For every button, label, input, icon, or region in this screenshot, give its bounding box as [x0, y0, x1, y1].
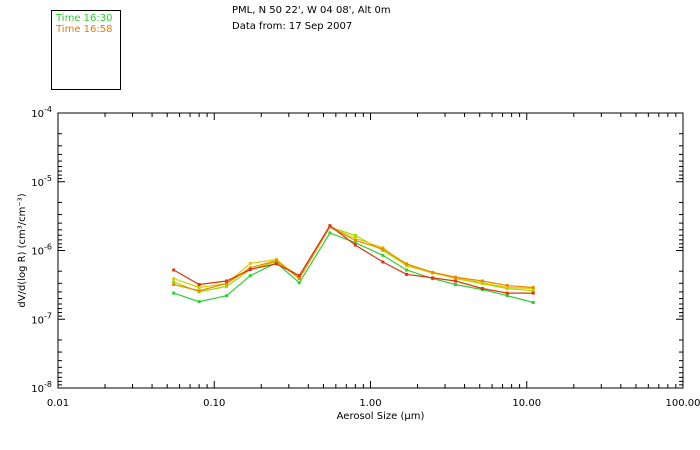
- y-tick-label: 10-4: [31, 105, 52, 120]
- series-1-point: [531, 289, 535, 293]
- series-0-point: [405, 268, 409, 272]
- series-0-point: [328, 231, 332, 235]
- series-4-point: [197, 283, 201, 287]
- y-tick-label: 10-6: [31, 243, 52, 258]
- series-3-point: [297, 277, 301, 281]
- series-0-point: [381, 253, 385, 257]
- series-2-point: [505, 285, 509, 289]
- series-3-point: [405, 262, 409, 266]
- legend-box: Time 16:30 Time 16:58: [51, 10, 121, 90]
- x-tick-label: 100.00: [666, 398, 700, 409]
- series-1-point: [225, 284, 229, 288]
- series-0-point: [531, 301, 535, 305]
- y-tick-label: 10-7: [31, 311, 52, 326]
- series-4-point: [531, 291, 535, 295]
- series-3-point: [172, 283, 176, 287]
- legend-entry-0: Time 16:30: [56, 13, 113, 24]
- y-tick-label: 10-8: [31, 380, 52, 395]
- series-4-point: [431, 276, 435, 280]
- y-axis-label: dV/d(log R) (cm³/cm⁻³): [17, 193, 28, 307]
- legend-entry-1: Time 16:58: [56, 24, 113, 35]
- series-3-point: [431, 270, 435, 274]
- series-4-point: [454, 279, 458, 283]
- location-header: PML, N 50 22', W 04 08', Alt 0m: [232, 5, 391, 16]
- series-0-point: [225, 294, 229, 298]
- series-0-point: [197, 300, 201, 304]
- x-tick-label: 1.00: [359, 398, 381, 409]
- series-3-point: [274, 259, 278, 263]
- y-tick-label: 10-5: [31, 174, 52, 189]
- series-0-point: [297, 281, 301, 285]
- series-3-point: [248, 266, 252, 270]
- series-1-point: [353, 234, 357, 238]
- series-2-point: [172, 277, 176, 281]
- x-axis-label: Aerosol Size (μm): [337, 411, 425, 422]
- series-0-point: [505, 294, 509, 298]
- series-0-point: [248, 274, 252, 278]
- series-2-point: [480, 281, 484, 285]
- series-3-point: [505, 283, 509, 287]
- series-0-point: [353, 241, 357, 245]
- series-1-point: [172, 280, 176, 284]
- series-4-point: [274, 262, 278, 266]
- x-tick-label: 10.00: [512, 398, 541, 409]
- series-4-point: [381, 260, 385, 264]
- series-4-point: [172, 268, 176, 272]
- series-3-point: [531, 285, 535, 289]
- series-4-point: [297, 274, 301, 278]
- series-4-point: [480, 287, 484, 291]
- series-3-point: [225, 282, 229, 286]
- x-tick-label: 0.10: [203, 398, 225, 409]
- series-3-point: [480, 279, 484, 283]
- series-4-point: [353, 243, 357, 247]
- series-4-point: [225, 279, 229, 283]
- series-2-point: [248, 261, 252, 265]
- series-3-point: [353, 238, 357, 242]
- series-4-point: [328, 224, 332, 228]
- series-3-point: [197, 289, 201, 293]
- series-3-point: [381, 247, 385, 251]
- series-4-point: [248, 267, 252, 271]
- x-tick-label: 0.01: [47, 398, 69, 409]
- date-header: Data from: 17 Sep 2007: [232, 21, 353, 32]
- series-3-point: [454, 275, 458, 279]
- series-4-point: [505, 291, 509, 295]
- plot-frame: [57, 112, 684, 389]
- series-0-point: [172, 291, 176, 295]
- series-2-point: [353, 236, 357, 240]
- series-2-point: [197, 285, 201, 289]
- series-line-2: [173, 226, 534, 290]
- series-2-point: [405, 264, 409, 268]
- series-0-point: [454, 283, 458, 287]
- series-4-point: [405, 272, 409, 276]
